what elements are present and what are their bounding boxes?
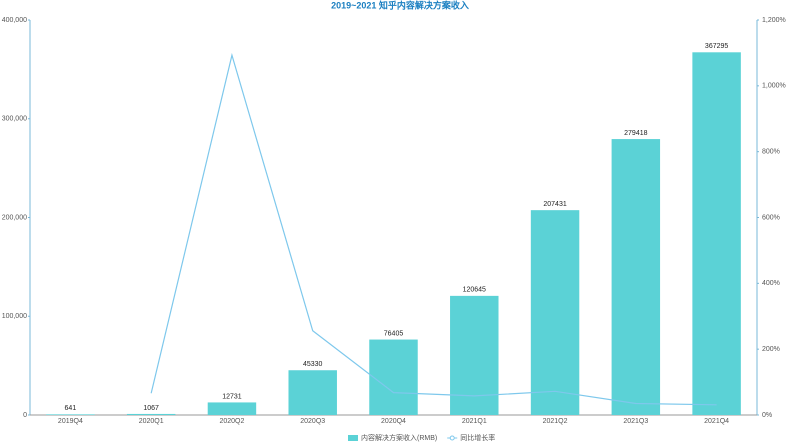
y-tick-label: 400,000 — [2, 17, 27, 24]
chart-title: 2019~2021 知乎内容解决方案收入 — [331, 0, 469, 10]
bar — [369, 339, 418, 415]
value-label: 1067 — [143, 405, 159, 412]
y-tick-label: 300,000 — [2, 116, 27, 123]
y2-tick-label: 1,200% — [762, 17, 786, 24]
value-label: 641 — [65, 405, 77, 412]
legend-swatch — [449, 435, 455, 441]
value-label: 45330 — [303, 361, 323, 368]
value-label: 12731 — [222, 393, 242, 400]
bar — [207, 402, 257, 415]
y2-tick-label: 400% — [762, 280, 780, 287]
bar — [611, 139, 661, 416]
x-tick-label: 2020Q4 — [381, 418, 406, 425]
bar — [126, 413, 176, 415]
bar — [530, 210, 580, 415]
y2-tick-label: 600% — [762, 214, 780, 221]
y-tick-label: 100,000 — [2, 313, 27, 320]
value-label: 120645 — [463, 287, 486, 294]
x-tick-label: 2021Q1 — [462, 418, 487, 425]
value-label: 207431 — [543, 201, 566, 208]
legend-label: 内容解决方案收入(RMB) — [361, 433, 437, 442]
y2-tick-label: 200% — [762, 346, 780, 353]
x-tick-label: 2021Q4 — [704, 418, 729, 425]
bar — [288, 370, 337, 415]
bar — [692, 52, 741, 415]
value-label: 279418 — [624, 130, 647, 137]
y-tick-label: 0 — [23, 412, 27, 419]
bar — [450, 295, 499, 415]
x-tick-label: 2020Q2 — [219, 418, 244, 425]
x-tick-label: 2021Q2 — [543, 418, 568, 425]
bar — [46, 414, 95, 415]
x-tick-label: 2021Q3 — [623, 418, 648, 425]
legend-label: 同比增长率 — [460, 433, 495, 442]
x-tick-label: 2019Q4 — [58, 418, 83, 425]
y2-tick-label: 0% — [762, 412, 772, 419]
legend-swatch — [348, 435, 358, 441]
y2-tick-label: 1,000% — [762, 83, 786, 90]
y-tick-label: 200,000 — [2, 214, 27, 221]
y2-tick-label: 800% — [762, 149, 780, 156]
value-label: 367295 — [705, 43, 728, 50]
x-tick-label: 2020Q1 — [139, 418, 164, 425]
value-label: 76405 — [384, 330, 404, 337]
line — [150, 52, 717, 406]
x-tick-label: 2020Q3 — [300, 418, 325, 425]
